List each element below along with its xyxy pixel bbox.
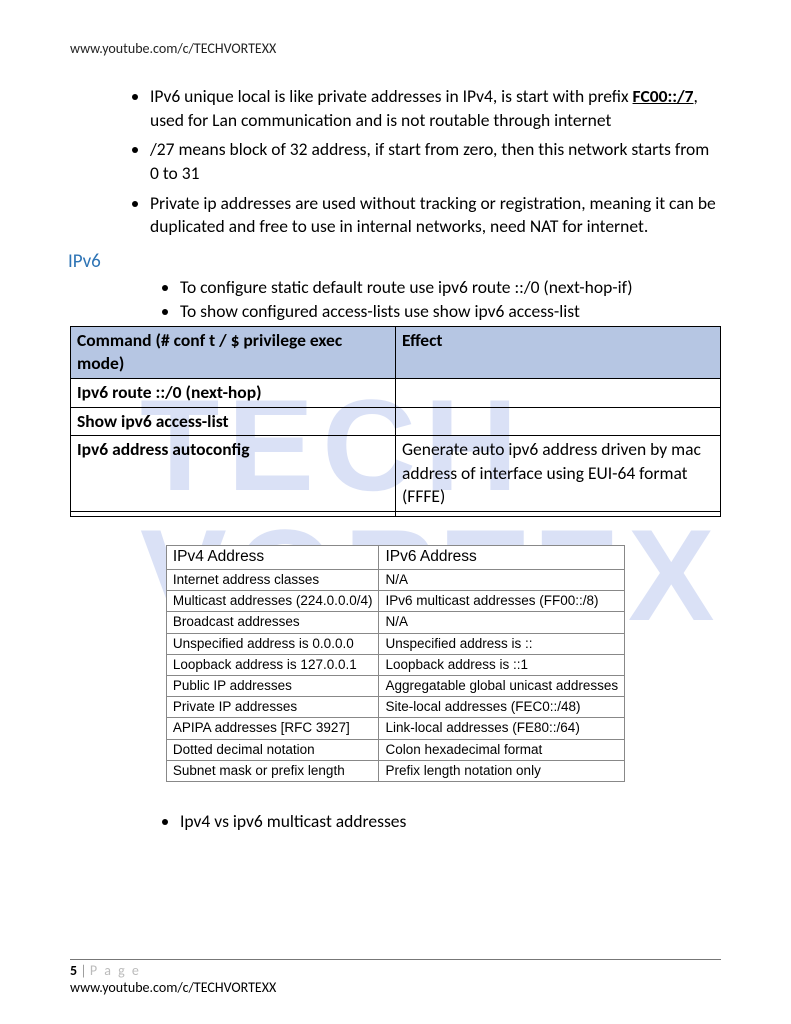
table-cell: N/A: [379, 612, 625, 633]
table-cell: Show ipv6 access-list: [71, 407, 396, 436]
sub-bullet-list: To configure static default route use ip…: [70, 276, 721, 323]
table-row: Private IP addressesSite-local addresses…: [166, 697, 624, 718]
table-cell: Unspecified address is 0.0.0.0: [166, 633, 379, 654]
text-fragment: IPv6 unique local is like private addres…: [150, 85, 633, 107]
footer-divider: [70, 959, 721, 960]
table-cell: Site-local addresses (FEC0::/48): [379, 697, 625, 718]
page-number-separator: |: [80, 962, 90, 979]
table-header-cell: Effect: [396, 326, 721, 378]
table-header-row: IPv4 Address IPv6 Address: [166, 546, 624, 570]
table-cell: Loopback address is ::1: [379, 654, 625, 675]
table-cell: Dotted decimal notation: [166, 739, 379, 760]
table-row: Subnet mask or prefix lengthPrefix lengt…: [166, 760, 624, 781]
table-row: APIPA addresses [RFC 3927]Link-local add…: [166, 718, 624, 739]
table-cell: Ipv6 route ::/0 (next-hop): [71, 378, 396, 407]
table-row: Dotted decimal notationColon hexadecimal…: [166, 739, 624, 760]
cmd-text: Ipv6 address autoconfig: [77, 438, 250, 460]
table-row: Public IP addressesAggregatable global u…: [166, 676, 624, 697]
table-cell: Unspecified address is ::: [379, 633, 625, 654]
table-header-row: Command (# conf t / $ privilege exec mod…: [71, 326, 721, 378]
table-cell: Broadcast addresses: [166, 612, 379, 633]
table-row: [71, 512, 721, 517]
table-header-cell: IPv4 Address: [166, 546, 379, 570]
table-cell: [71, 512, 396, 517]
page-footer: 5 | P a g e www.youtube.com/c/TECHVORTEX…: [70, 959, 721, 996]
last-bullet-list: Ipv4 vs ipv6 multicast addresses: [70, 810, 721, 834]
table-cell: Internet address classes: [166, 569, 379, 590]
page-number: 5 | P a g e: [70, 962, 721, 979]
list-item: To show configured access-lists use show…: [180, 300, 721, 324]
table-row: Internet address classesN/A: [166, 569, 624, 590]
cmd-text: Ipv6 route ::/0 (next-hop): [77, 381, 262, 403]
table-row: Broadcast addressesN/A: [166, 612, 624, 633]
table-cell: N/A: [379, 569, 625, 590]
table-cell: Prefix length notation only: [379, 760, 625, 781]
list-item: Ipv4 vs ipv6 multicast addresses: [180, 810, 721, 834]
table-cell: IPv6 multicast addresses (FF00::/8): [379, 591, 625, 612]
list-item: IPv6 unique local is like private addres…: [150, 85, 721, 132]
list-item: To configure static default route use ip…: [180, 276, 721, 300]
table-cell: [396, 512, 721, 517]
list-item: /27 means block of 32 address, if start …: [150, 138, 721, 185]
table-cell: Colon hexadecimal format: [379, 739, 625, 760]
table-header-cell: IPv6 Address: [379, 546, 625, 570]
table-cell: Multicast addresses (224.0.0.0/4): [166, 591, 379, 612]
cmd-text: Show ipv6 access-list: [77, 410, 229, 432]
table-row: Show ipv6 access-list: [71, 407, 721, 436]
table-cell: APIPA addresses [RFC 3927]: [166, 718, 379, 739]
table-cell: Link-local addresses (FE80::/64): [379, 718, 625, 739]
table-row: Multicast addresses (224.0.0.0/4)IPv6 mu…: [166, 591, 624, 612]
page-number-label: P a g e: [90, 962, 141, 979]
header-url: www.youtube.com/c/TECHVORTEXX: [70, 40, 721, 57]
table-cell: Loopback address is 127.0.0.1: [166, 654, 379, 675]
table-row: Unspecified address is 0.0.0.0Unspecifie…: [166, 633, 624, 654]
table-row: Ipv6 address autoconfig Generate auto ip…: [71, 436, 721, 512]
table-row: Ipv6 route ::/0 (next-hop): [71, 378, 721, 407]
top-bullet-list: IPv6 unique local is like private addres…: [70, 85, 721, 239]
list-item: Private ip addresses are used without tr…: [150, 192, 721, 239]
table-cell: Private IP addresses: [166, 697, 379, 718]
command-table: Command (# conf t / $ privilege exec mod…: [70, 326, 721, 517]
content-body: IPv6 unique local is like private addres…: [70, 85, 721, 834]
table-cell: [396, 378, 721, 407]
footer-url: www.youtube.com/c/TECHVORTEXX: [70, 979, 721, 996]
bold-prefix: FC00::/7: [633, 85, 694, 107]
table-cell: Subnet mask or prefix length: [166, 760, 379, 781]
document-page: TECH VORTEX www.youtube.com/c/TECHVORTEX…: [0, 0, 791, 1024]
table-row: Loopback address is 127.0.0.1Loopback ad…: [166, 654, 624, 675]
table-cell: Ipv6 address autoconfig: [71, 436, 396, 512]
table-cell: [396, 407, 721, 436]
comparison-table: IPv4 Address IPv6 Address Internet addre…: [166, 545, 625, 782]
table-cell: Aggregatable global unicast addresses: [379, 676, 625, 697]
table-cell: Public IP addresses: [166, 676, 379, 697]
page-number-value: 5: [70, 962, 77, 979]
table-cell: Generate auto ipv6 address driven by mac…: [396, 436, 721, 512]
section-heading-ipv6: IPv6: [68, 249, 721, 275]
table-header-cell: Command (# conf t / $ privilege exec mod…: [71, 326, 396, 378]
